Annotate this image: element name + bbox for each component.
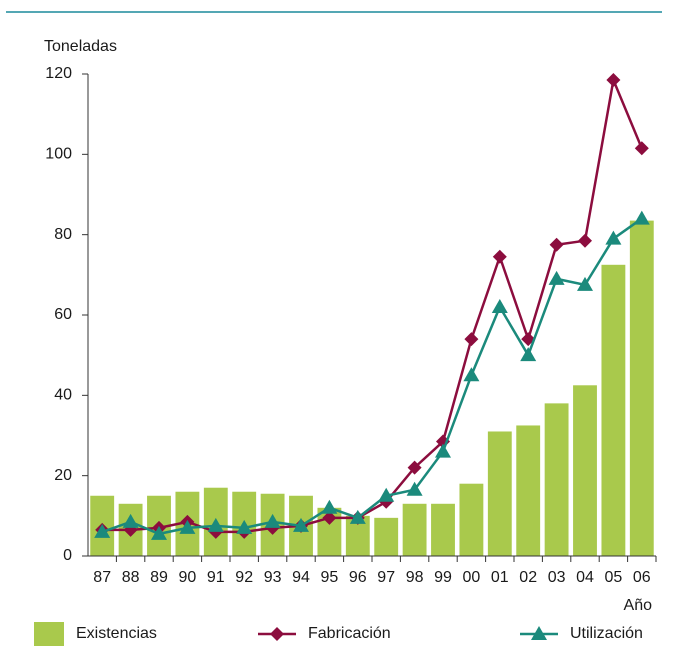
marker-triangle <box>349 509 366 524</box>
bar <box>345 515 370 556</box>
marker-diamond <box>549 237 564 252</box>
marker-triangle <box>179 519 196 534</box>
x-tick-label: 95 <box>321 569 339 586</box>
marker-triangle <box>236 519 253 534</box>
marker-triangle <box>151 525 167 540</box>
x-tick-label: 88 <box>122 569 140 586</box>
x-tick-label: 06 <box>633 569 651 586</box>
bar <box>516 425 541 556</box>
marker-diamond <box>464 332 479 347</box>
marker-triangle <box>264 513 281 528</box>
bar <box>629 220 654 556</box>
marker-triangle <box>207 517 224 532</box>
bar <box>459 483 484 556</box>
marker-diamond <box>407 460 422 475</box>
x-tick-label: 87 <box>93 569 111 586</box>
bar <box>544 403 569 556</box>
x-tick-label: 89 <box>150 569 168 586</box>
bar <box>573 385 597 556</box>
y-tick-label: 20 <box>54 467 72 484</box>
legend-swatch <box>34 622 64 646</box>
bar <box>487 431 512 556</box>
marker-triangle <box>122 513 139 528</box>
x-tick-label: 03 <box>548 569 566 586</box>
marker-triangle <box>633 210 650 225</box>
legend-label: Existencias <box>76 625 157 642</box>
bar <box>431 503 455 556</box>
x-tick-label: 98 <box>406 569 424 586</box>
legend-label: Fabricación <box>308 625 391 642</box>
marker-triangle <box>463 367 480 382</box>
bar <box>402 503 427 556</box>
bar <box>601 264 626 556</box>
x-tick-label: 91 <box>207 569 225 586</box>
x-tick-label: 04 <box>576 569 594 586</box>
marker-triangle <box>520 347 537 362</box>
bar <box>374 517 399 556</box>
marker-triangle <box>577 276 593 291</box>
y-tick-label: 40 <box>54 387 72 404</box>
marker-diamond <box>634 141 649 156</box>
x-tick-label: 93 <box>264 569 282 586</box>
x-tick-label: 05 <box>605 569 623 586</box>
x-tick-label: 96 <box>349 569 367 586</box>
marker-triangle <box>293 517 309 532</box>
marker-diamond <box>606 73 621 88</box>
x-tick-label: 99 <box>434 569 452 586</box>
x-tick-label: 00 <box>463 569 481 586</box>
marker-triangle <box>321 499 338 514</box>
marker-diamond <box>492 249 507 264</box>
y-tick-label: 120 <box>45 65 72 82</box>
marker-diamond <box>578 233 592 248</box>
marker-triangle <box>605 230 622 245</box>
marker-triangle <box>548 270 565 285</box>
marker-diamond <box>270 627 284 641</box>
marker-triangle <box>491 298 508 313</box>
x-axis-label: Año <box>624 597 653 614</box>
x-tick-label: 01 <box>491 569 509 586</box>
marker-triangle <box>94 523 111 538</box>
y-tick-label: 100 <box>45 146 72 163</box>
marker-triangle <box>531 626 547 640</box>
marker-triangle <box>378 487 395 502</box>
marker-diamond <box>322 510 337 525</box>
y-tick-label: 60 <box>54 306 72 323</box>
y-tick-label: 0 <box>63 547 72 564</box>
x-tick-label: 92 <box>235 569 253 586</box>
legend-label: Utilización <box>570 625 643 642</box>
line <box>101 217 643 536</box>
marker-triangle <box>435 443 451 458</box>
y-tick-label: 80 <box>54 226 72 243</box>
marker-triangle <box>406 481 423 496</box>
y-axis-label: Toneladas <box>44 38 117 55</box>
x-tick-label: 02 <box>519 569 537 586</box>
x-tick-label: 90 <box>179 569 197 586</box>
x-tick-label: 94 <box>292 569 310 586</box>
x-tick-label: 97 <box>377 569 395 586</box>
